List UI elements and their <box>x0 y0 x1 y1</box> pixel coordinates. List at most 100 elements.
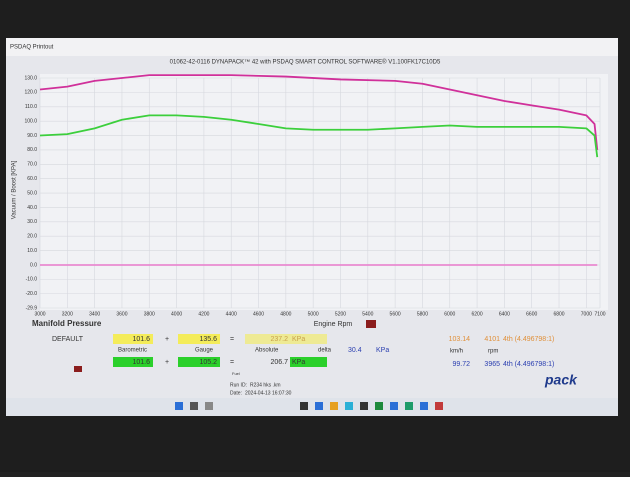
box <box>245 334 327 344</box>
series-line <box>39 114 599 158</box>
x-tick-label: 3400 <box>89 311 100 317</box>
icon[interactable] <box>360 402 368 410</box>
x-tick-label: 3200 <box>62 311 73 317</box>
label: Run ID: <box>230 382 247 388</box>
y-tick-label: -20.0 <box>26 291 38 297</box>
y-tick-label: 100.0 <box>24 118 37 124</box>
unit: KPa <box>292 336 305 343</box>
icon[interactable] <box>435 402 443 410</box>
value: 101.6 <box>132 336 150 343</box>
icon[interactable] <box>420 402 428 410</box>
value: 4101 <box>484 336 500 343</box>
icon[interactable] <box>190 402 198 410</box>
x-tick-label: 4600 <box>253 311 264 317</box>
x-tick-label: 6400 <box>499 311 510 317</box>
label: delta <box>318 348 332 354</box>
label: Absolute <box>255 348 279 354</box>
box <box>178 334 220 344</box>
box <box>290 357 327 367</box>
icon[interactable] <box>405 402 413 410</box>
x-tick-label: 6600 <box>526 311 537 317</box>
y-tick-label: 0.0 <box>30 262 37 268</box>
label: Fuel <box>232 371 240 376</box>
value: 103.14 <box>449 336 471 343</box>
label: Date: <box>230 390 242 396</box>
icon[interactable] <box>375 402 383 410</box>
op: + <box>165 359 169 366</box>
y-tick-label: 20.0 <box>27 234 37 240</box>
x-tick-label: 4400 <box>226 311 237 317</box>
value: R234 hks .km <box>250 382 281 388</box>
y-tick-label: 70.0 <box>27 162 37 168</box>
op: = <box>230 336 234 343</box>
icon <box>74 366 82 372</box>
value: 206.7 <box>270 359 288 366</box>
x-tick-label: 6000 <box>444 311 455 317</box>
label: rpm <box>488 349 498 355</box>
x-tick-label: 3600 <box>116 311 127 317</box>
value: 4th (4.496798:1) <box>503 336 554 343</box>
icon <box>366 320 376 328</box>
op: + <box>165 336 169 343</box>
value: 237.2 <box>270 336 288 343</box>
x-tick-label: 5800 <box>417 311 428 317</box>
x-tick-label: 7100 <box>594 311 605 317</box>
value: 105.2 <box>199 359 217 366</box>
chart-title: 01062-42-0116 DYNAPACK™ 42 with PSDAQ SM… <box>170 59 441 66</box>
plot-area <box>40 74 608 310</box>
x-tick-label: 4000 <box>171 311 182 317</box>
x-tick-label: 7000 <box>581 311 592 317</box>
x-tick-label: 6800 <box>553 311 564 317</box>
x-tick-label: 4800 <box>280 311 291 317</box>
y-tick-label: 120.0 <box>24 90 37 96</box>
taskbar <box>6 398 618 416</box>
value: 135.6 <box>199 336 217 343</box>
y-tick-label: 50.0 <box>27 190 37 196</box>
panel: Manifold Pressure DEFAULT 101.6 + 135.6 … <box>32 319 578 396</box>
icon[interactable] <box>300 402 308 410</box>
y-tick-label: 110.0 <box>25 104 37 110</box>
panel-title: Manifold Pressure <box>32 319 102 328</box>
value: 2024-04-13 16:07:30 <box>245 390 292 396</box>
value: 4th (4.496798:1) <box>503 361 554 368</box>
y-axis-label: Vacuum / Boost [KPA] <box>12 160 18 219</box>
value: 101.6 <box>132 359 150 366</box>
y-tick-label: 30.0 <box>27 219 37 225</box>
value: 99.72 <box>452 361 470 368</box>
box <box>113 357 153 367</box>
y-tick-label: 80.0 <box>27 147 37 153</box>
op: = <box>230 359 234 366</box>
y-tick-label: 40.0 <box>27 205 37 211</box>
value: 3965 <box>484 361 500 368</box>
unit: KPa <box>292 359 305 366</box>
row-label: DEFAULT <box>52 336 84 343</box>
y-tick-label: 60.0 <box>27 176 37 182</box>
x-axis-label: Engine Rpm <box>314 321 353 328</box>
y-tick-label: -29.9 <box>26 305 38 311</box>
label: Gauge <box>195 348 214 354</box>
icon[interactable] <box>205 402 213 410</box>
x-tick-label: 3800 <box>144 311 155 317</box>
icon[interactable] <box>330 402 338 410</box>
icon[interactable] <box>345 402 353 410</box>
label: Barometric <box>118 348 147 354</box>
x-tick-label: 5000 <box>308 311 319 317</box>
logo: pack <box>544 372 578 388</box>
icon[interactable] <box>315 402 323 410</box>
icon[interactable] <box>175 402 183 410</box>
series-line <box>39 74 599 151</box>
box <box>178 357 220 367</box>
title-bar <box>6 38 618 56</box>
y-tick-label: 90.0 <box>27 133 37 139</box>
y-tick-label: -10.0 <box>26 277 38 283</box>
value: 30.4 <box>348 347 362 354</box>
x-tick-label: 4200 <box>198 311 209 317</box>
window-title: PSDAQ Printout <box>10 45 54 51</box>
unit: KPa <box>376 347 389 354</box>
x-tick-label: 5200 <box>335 311 346 317</box>
icon[interactable] <box>390 402 398 410</box>
x-tick-label: 3000 <box>34 311 45 317</box>
